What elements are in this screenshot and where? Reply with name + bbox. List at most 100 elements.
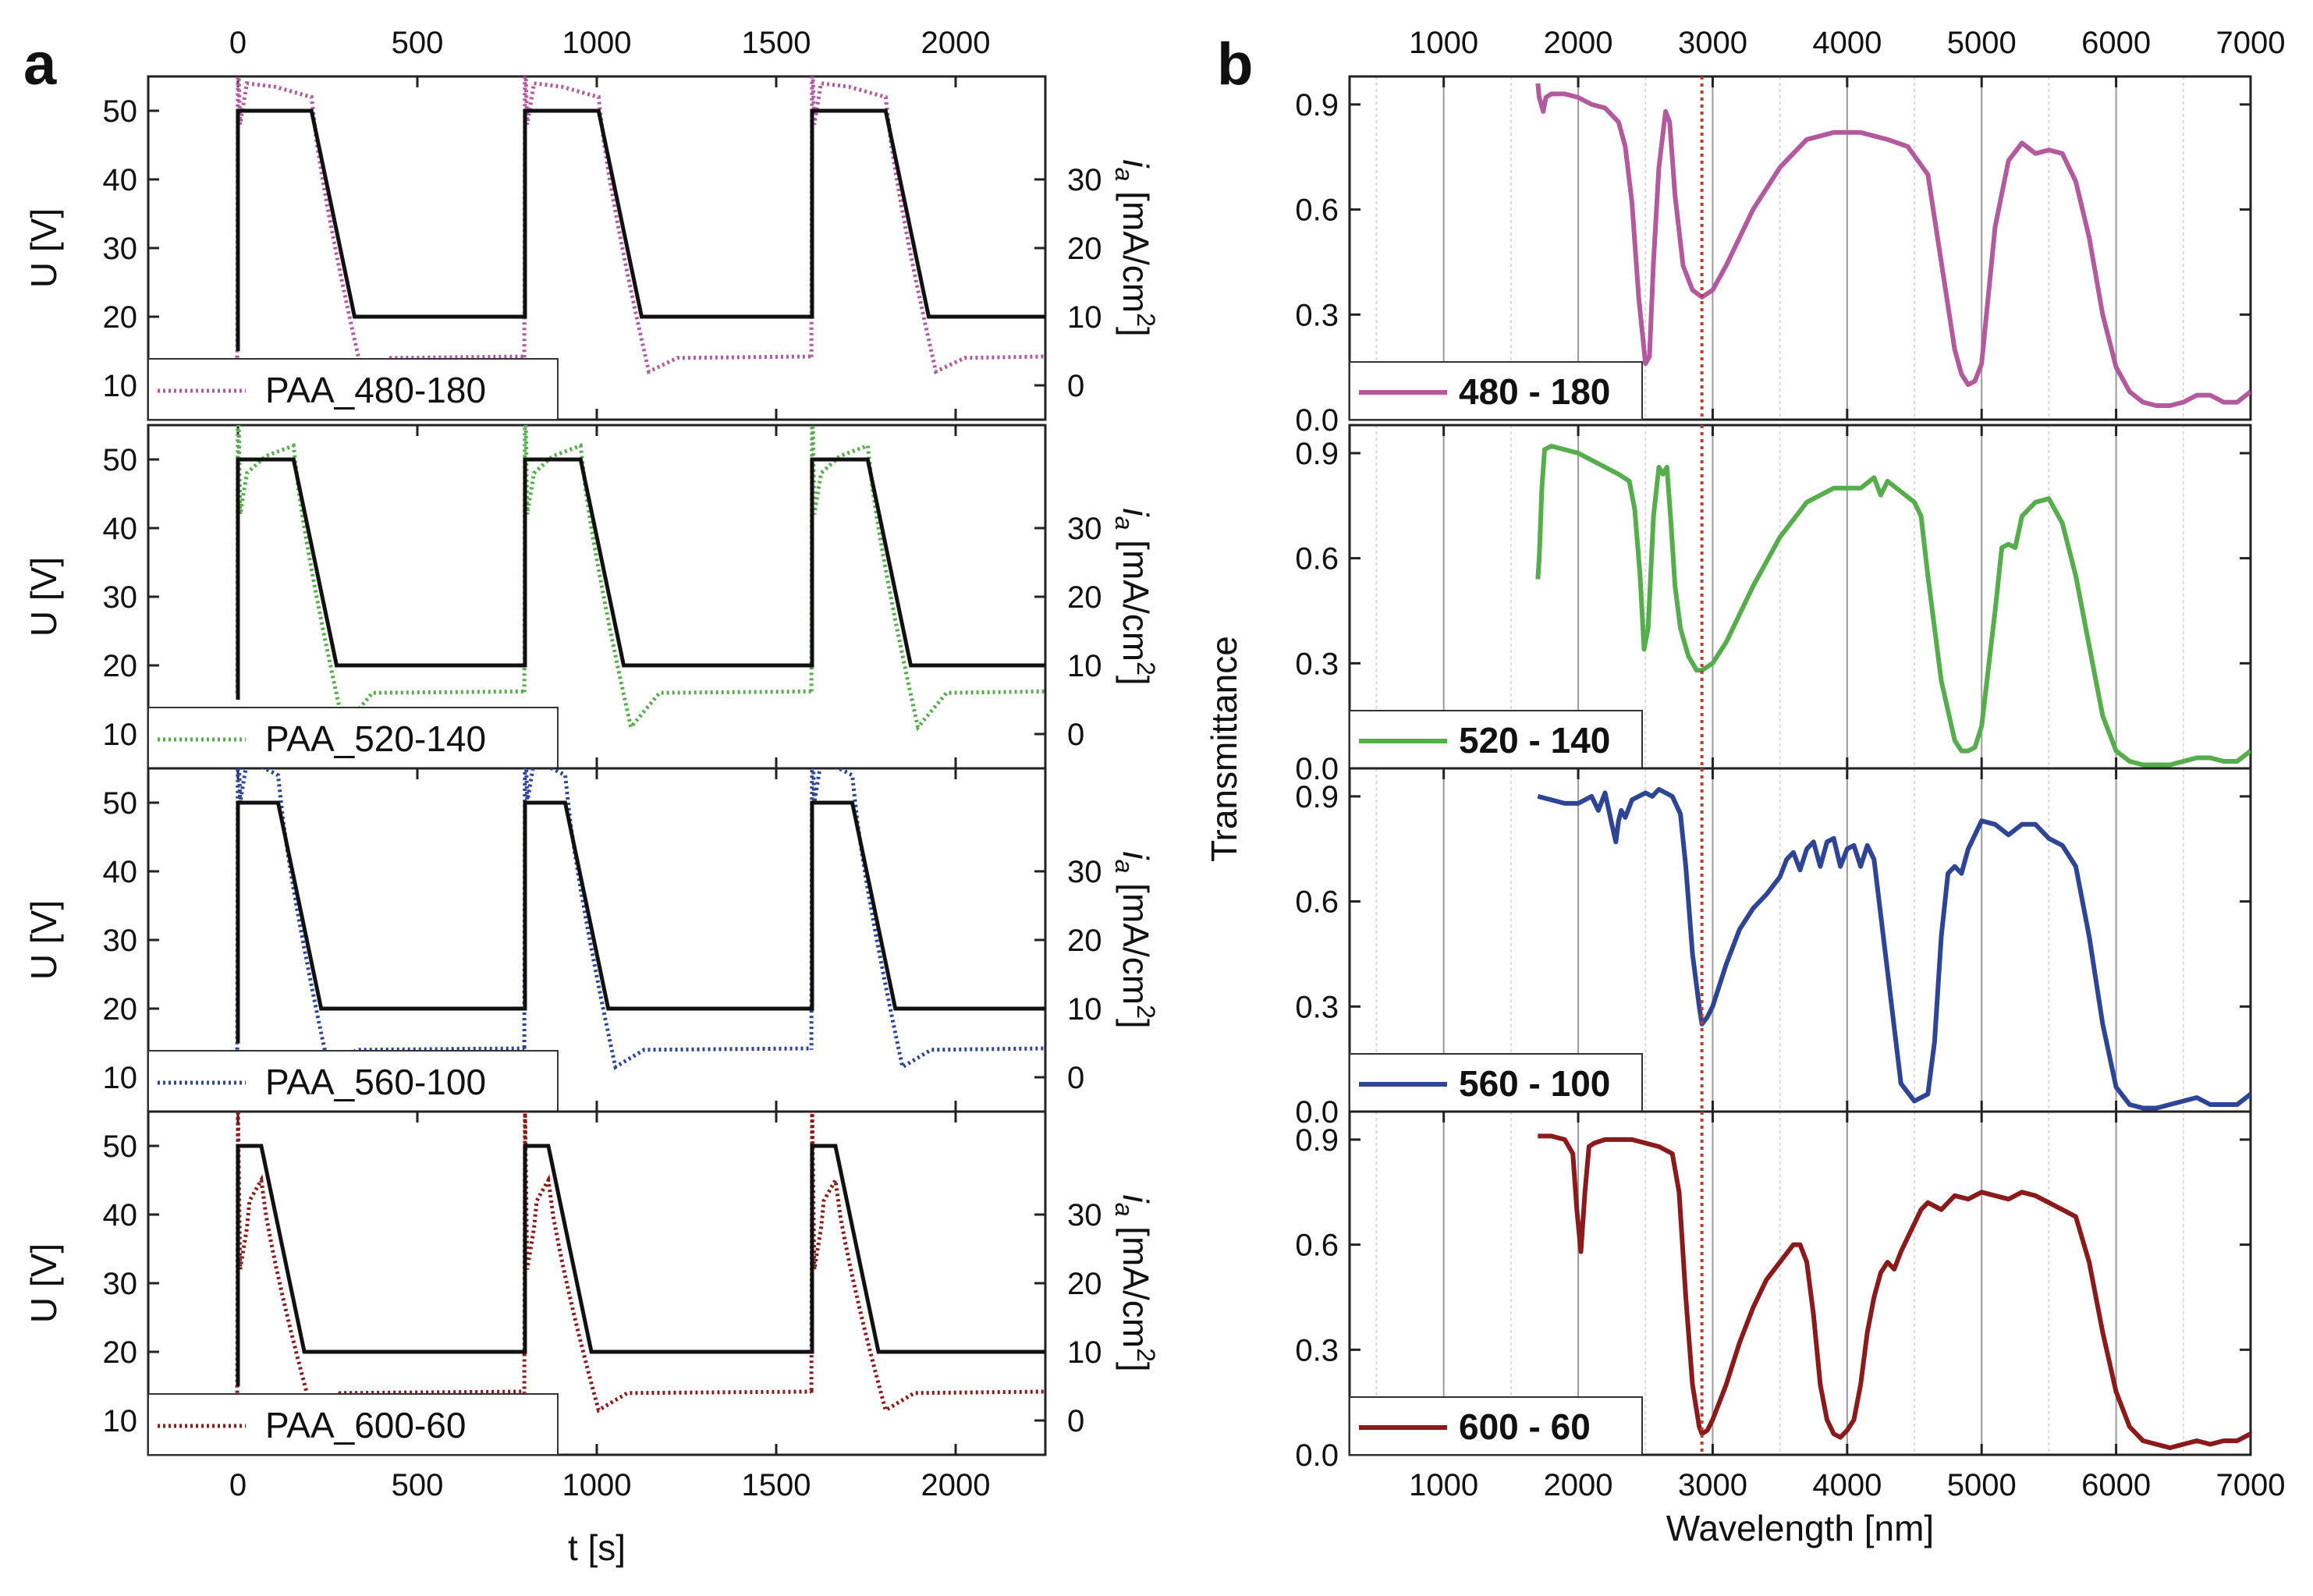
a-left-ytick-label: 30 (103, 580, 138, 615)
b-ytick-label: 0.6 (1295, 1229, 1339, 1263)
b-ytick-label: 0.9 (1295, 88, 1339, 122)
a-left-ytick-label: 40 (103, 855, 138, 889)
a-left-ytick-label: 40 (103, 1198, 138, 1232)
a-current-line-4 (235, 1112, 1045, 1413)
b-ytick-label: 0.6 (1295, 885, 1339, 920)
a-left-ytick-label: 20 (103, 300, 138, 335)
a-right-ylabel-unit: [mA/cm (1116, 1216, 1156, 1348)
b-ytick-label: 0.0 (1295, 752, 1339, 786)
b-ytick-label: 0.3 (1295, 990, 1339, 1024)
a-right-ylabel-superscript: 2 (1132, 1348, 1160, 1362)
a-bottom-xtick-label: 0 (229, 1468, 247, 1502)
a-left-ytick-label: 50 (103, 786, 138, 821)
b-bottom-xtick-label: 2000 (1544, 1468, 1613, 1502)
a-legend-label: PAA_480-180 (265, 370, 486, 410)
a-left-ylabel: U [V] (23, 900, 64, 980)
a-right-ylabel-superscript: 2 (1132, 1005, 1160, 1019)
b-subplot-3: 0.0 0.3 0.6 0.9 560 - 100 (1295, 767, 2252, 1130)
panel-b-transmittance-spectra: 1000 2000 3000 4000 5000 6000 7000 0.0 0.3 0.6 0.9… (1204, 26, 2285, 1548)
a-left-ytick-label: 50 (103, 443, 138, 477)
a-right-ylabel-symbol: i (1116, 508, 1156, 517)
a-bottom-xtick-label: 500 (392, 1468, 444, 1502)
a-right-ylabel-symbol: i (1116, 159, 1156, 168)
a-top-xtick-label: 0 (229, 26, 247, 60)
a-top-xtick-label: 1500 (742, 26, 811, 60)
a-right-ytick-label: 0 (1067, 1404, 1084, 1438)
a-left-ytick-label: 10 (103, 1061, 138, 1095)
b-top-xtick-label: 4000 (1812, 26, 1882, 60)
a-right-ylabel-unit: [mA/cm (1116, 181, 1156, 313)
b-bottom-xtick-label: 6000 (2081, 1468, 2151, 1502)
a-right-ytick-label: 10 (1067, 649, 1102, 683)
a-voltage-line-3 (236, 800, 1045, 1043)
b-top-xtick-label: 3000 (1678, 26, 1747, 60)
a-right-ytick-label: 20 (1067, 1267, 1102, 1301)
a-subplot-2: 10 20 30 40 50 0 10 20 30 U [V] ia [mA/cm2] PAA_520… (23, 424, 1160, 770)
a-right-ylabel-close: ] (1116, 1362, 1156, 1372)
b-bottom-xtick-label: 3000 (1678, 1468, 1747, 1502)
a-right-ylabel: ia [mA/cm2] (1110, 508, 1160, 685)
b-ylabel: Transmittance (1204, 636, 1244, 862)
b-spectrum-line-1 (1535, 83, 2251, 408)
b-plot-frame (1348, 75, 2252, 421)
a-left-ytick-label: 50 (103, 1130, 138, 1164)
a-left-ylabel: U [V] (23, 1243, 64, 1323)
b-ytick-label: 0.6 (1295, 542, 1339, 576)
a-right-ylabel-superscript: 2 (1132, 313, 1160, 327)
a-legend-label: PAA_520-140 (265, 718, 486, 759)
b-subplot-2: 0.0 0.3 0.6 0.9 520 - 140 (1295, 424, 2252, 786)
b-top-xtick-label: 1000 (1409, 26, 1478, 60)
a-top-xtick-label: 1000 (562, 26, 632, 60)
b-ytick-label: 0.0 (1295, 403, 1339, 438)
b-ytick-label: 0.6 (1295, 193, 1339, 228)
a-legend-box (147, 707, 559, 769)
a-xlabel: t [s] (568, 1527, 626, 1568)
a-right-ytick-label: 20 (1067, 924, 1102, 958)
a-bottom-xtick-label: 1000 (562, 1468, 632, 1502)
b-spectrum-line-4 (1538, 1133, 2251, 1450)
a-right-ytick-label: 10 (1067, 1335, 1102, 1370)
b-bottom-xtick-label: 1000 (1409, 1468, 1478, 1502)
a-left-ylabel: U [V] (23, 208, 64, 288)
a-subplot-3: 10 20 30 40 50 0 10 20 30 U [V] ia [mA/cm2] PAA_560… (23, 767, 1160, 1113)
a-right-ylabel: ia [mA/cm2] (1110, 851, 1160, 1028)
a-left-ytick-label: 10 (103, 1404, 138, 1438)
a-right-ylabel-close: ] (1116, 1019, 1156, 1029)
a-left-ytick-label: 10 (103, 718, 138, 752)
a-legend-box (147, 1393, 559, 1456)
a-right-ylabel: ia [mA/cm2] (1110, 159, 1160, 336)
a-left-ytick-label: 50 (103, 94, 138, 129)
a-right-ytick-label: 30 (1067, 1198, 1102, 1232)
b-top-xtick-label: 7000 (2216, 26, 2286, 60)
a-right-ylabel-subscript: a (1110, 168, 1138, 182)
a-right-ytick-label: 30 (1067, 512, 1102, 546)
a-right-ylabel-subscript: a (1110, 516, 1138, 530)
b-ytick-label: 0.9 (1295, 1123, 1339, 1158)
a-voltage-line-4 (236, 1144, 1045, 1386)
a-left-ytick-label: 40 (103, 163, 138, 197)
b-ytick-label: 0.9 (1295, 780, 1339, 814)
b-top-xtick-label: 2000 (1544, 26, 1613, 60)
a-right-ylabel-superscript: 2 (1132, 661, 1160, 676)
a-subplot-1: 10 20 30 40 50 0 10 20 30 U [V] ia [mA/cm2] PAA_480… (23, 75, 1160, 421)
b-spectrum-line-2 (1535, 443, 2251, 768)
b-ytick-label: 0.3 (1295, 647, 1339, 681)
b-ytick-label: 0.3 (1295, 1333, 1339, 1367)
b-top-xtick-label: 6000 (2081, 26, 2151, 60)
a-bottom-xtick-label: 2000 (921, 1468, 991, 1502)
a-legend-label: PAA_560-100 (265, 1062, 486, 1102)
a-bottom-xtick-label: 1500 (742, 1468, 811, 1502)
b-legend-label: 600 - 60 (1459, 1406, 1591, 1447)
b-xlabel: Wavelength [nm] (1666, 1508, 1934, 1548)
a-right-ytick-label: 0 (1067, 1061, 1084, 1095)
a-left-ytick-label: 30 (103, 1267, 138, 1301)
a-right-ytick-label: 0 (1067, 369, 1084, 403)
a-right-ylabel-unit: [mA/cm (1116, 530, 1156, 661)
b-legend-label: 520 - 140 (1459, 720, 1610, 761)
a-right-ytick-label: 30 (1067, 855, 1102, 889)
b-spectrum-line-3 (1537, 786, 2251, 1111)
b-ytick-label: 0.9 (1295, 437, 1339, 471)
a-right-ylabel: ia [mA/cm2] (1110, 1194, 1160, 1371)
